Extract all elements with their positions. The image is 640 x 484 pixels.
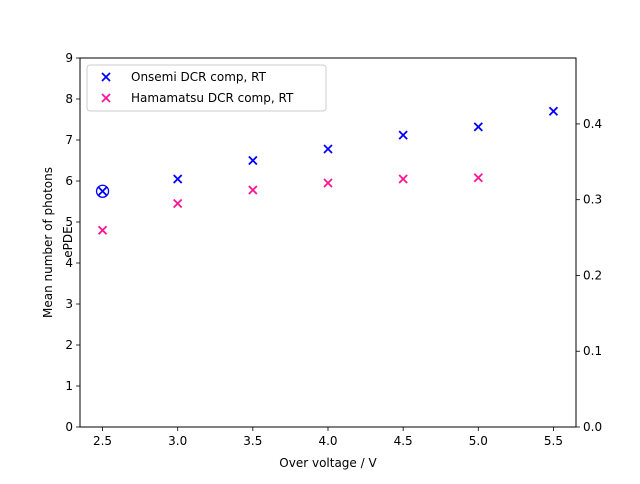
legend: Onsemi DCR comp, RT Hamamatsu DCR comp, R… bbox=[86, 64, 327, 112]
data-point-series-2 bbox=[323, 178, 333, 188]
data-point-series-2-stroke bbox=[473, 173, 483, 183]
data-point-series-2 bbox=[398, 174, 408, 184]
data-point-series-2-stroke bbox=[248, 185, 258, 195]
x-tick-label: 5.0 bbox=[469, 434, 488, 448]
axis-ticks: 2.5 3.0 3.5 4.0 4.5 5.0 5.5 0 1 2 3 4 5 6 7 8 9 0.0 0.1 0.2… bbox=[65, 51, 602, 448]
y-left-tick-label: 9 bbox=[65, 51, 73, 65]
legend-marker-series-1-stroke bbox=[101, 72, 111, 82]
x-tick-label: 5.5 bbox=[544, 434, 563, 448]
data-point-series-1-stroke bbox=[323, 144, 333, 154]
data-point-series-1 bbox=[398, 130, 408, 140]
y-left-tick-label: 4 bbox=[65, 256, 73, 270]
y-left-tick-label: 1 bbox=[65, 379, 73, 393]
legend-marker-series-1 bbox=[101, 72, 111, 82]
data-point-series-1-stroke bbox=[398, 130, 408, 140]
x-tick-label: 3.0 bbox=[168, 434, 187, 448]
y-right-tick-label: 0.0 bbox=[583, 420, 602, 434]
legend-box bbox=[86, 64, 327, 112]
data-point-series-1 bbox=[97, 186, 108, 196]
data-point-series-2-stroke bbox=[398, 174, 408, 184]
y-axis-label-left: Mean number of photons bbox=[41, 167, 55, 318]
y-left-tick-label: 7 bbox=[65, 133, 73, 147]
data-point-series-1-stroke bbox=[248, 155, 258, 166]
data-point-series-1 bbox=[548, 106, 559, 116]
y-right-tick-label: 0.3 bbox=[583, 193, 602, 207]
data-point-series-1-stroke bbox=[548, 106, 559, 116]
y-right-tick-label: 0.1 bbox=[583, 344, 602, 358]
legend-marker-series-2 bbox=[101, 93, 111, 103]
highlight-circle-marker bbox=[95, 184, 110, 198]
y-axis-label-right: ePDE bbox=[61, 226, 75, 257]
y-left-tick-label: 2 bbox=[65, 338, 73, 352]
data-point-series-1-stroke bbox=[173, 174, 183, 184]
data-point-series-1-stroke bbox=[473, 122, 483, 132]
y-left-tick-label: 0 bbox=[65, 420, 73, 434]
y-right-tick-label: 0.4 bbox=[583, 117, 602, 131]
data-point-series-1 bbox=[323, 144, 333, 154]
y-left-tick-label: 8 bbox=[65, 92, 73, 106]
data-point-series-1 bbox=[248, 155, 258, 166]
legend-marker-series-2-stroke bbox=[101, 93, 111, 103]
data-marks bbox=[95, 106, 559, 235]
data-point-series-2 bbox=[173, 198, 183, 209]
y-left-tick-label: 5 bbox=[65, 215, 73, 229]
data-point-series-2-stroke bbox=[173, 198, 183, 209]
y-left-tick-label: 6 bbox=[65, 174, 73, 188]
x-tick-label: 4.0 bbox=[318, 434, 337, 448]
x-tick-label: 3.5 bbox=[243, 434, 262, 448]
data-point-series-2-stroke bbox=[323, 178, 333, 188]
data-point-series-2-stroke bbox=[97, 225, 108, 235]
data-point-series-2 bbox=[97, 225, 108, 235]
data-point-series-1 bbox=[173, 174, 183, 184]
data-point-series-2 bbox=[248, 185, 258, 195]
x-axis-label: Over voltage / V bbox=[279, 456, 377, 470]
data-point-series-1 bbox=[473, 122, 483, 132]
data-point-series-1-stroke bbox=[97, 186, 108, 196]
legend-label-series-1: Onsemi DCR comp, RT bbox=[131, 70, 267, 84]
legend-label-series-2: Hamamatsu DCR comp, RT bbox=[131, 91, 294, 105]
y-right-tick-label: 0.2 bbox=[583, 268, 602, 282]
data-point-series-2 bbox=[473, 173, 483, 183]
x-tick-label: 4.5 bbox=[394, 434, 413, 448]
x-tick-label: 2.5 bbox=[93, 434, 112, 448]
y-left-tick-label: 3 bbox=[65, 297, 73, 311]
plot-frame bbox=[79, 57, 577, 428]
